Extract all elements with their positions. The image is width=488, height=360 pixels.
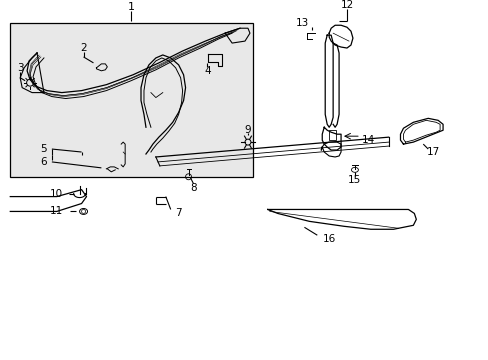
Text: 5: 5 xyxy=(41,144,47,154)
Text: 11: 11 xyxy=(50,206,63,216)
Text: 16: 16 xyxy=(322,234,335,244)
Text: 1: 1 xyxy=(127,3,134,13)
Text: 7: 7 xyxy=(175,208,182,219)
Text: 13: 13 xyxy=(295,18,308,28)
Text: 14: 14 xyxy=(362,135,375,145)
Text: 8: 8 xyxy=(190,183,196,193)
Text: 4: 4 xyxy=(203,66,210,76)
Text: 3: 3 xyxy=(17,63,23,73)
Text: 2: 2 xyxy=(80,43,87,53)
Text: 15: 15 xyxy=(347,175,361,185)
Text: 12: 12 xyxy=(340,0,353,10)
Text: 10: 10 xyxy=(50,189,63,199)
Bar xyxy=(10,23,252,177)
Bar xyxy=(328,130,335,140)
Text: 6: 6 xyxy=(41,157,47,167)
Text: 9: 9 xyxy=(244,125,251,135)
Text: 17: 17 xyxy=(426,147,439,157)
